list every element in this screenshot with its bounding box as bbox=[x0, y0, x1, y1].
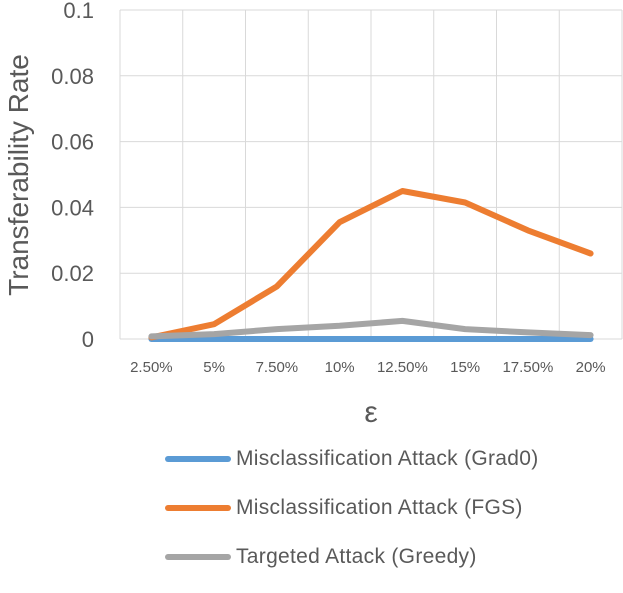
series-line-greedy bbox=[148, 317, 594, 340]
x-tick-labels: 2.50% 5% 7.50% 10% 12.50% 15% 17.50% 20% bbox=[130, 359, 606, 376]
y-tick-label: 0.08 bbox=[51, 64, 94, 89]
x-tick-label: 10% bbox=[325, 359, 355, 376]
x-tick-label: 12.50% bbox=[377, 359, 428, 376]
gridlines bbox=[119, 9, 623, 340]
series-lines bbox=[148, 188, 594, 342]
y-axis-label: Transferability Rate bbox=[3, 54, 34, 296]
legend-swatch-fgs bbox=[165, 505, 231, 511]
y-tick-label: 0.06 bbox=[51, 130, 94, 155]
x-tick-label: 15% bbox=[450, 359, 480, 376]
y-tick-label: 0 bbox=[82, 327, 94, 352]
legend-label-grad0: Misclassification Attack (Grad0) bbox=[236, 447, 539, 470]
x-tick-label: 7.50% bbox=[256, 359, 299, 376]
series-line-fgs bbox=[148, 188, 594, 341]
line-chart-svg: 0 0.02 0.04 0.06 0.08 0.1 2.50% 5% 7.50% 10% 12.5… bbox=[3, 0, 623, 429]
legend-swatch-grad0 bbox=[165, 456, 231, 462]
x-tick-label: 2.50% bbox=[130, 359, 173, 376]
legend-item: Misclassification Attack (Grad0) bbox=[165, 446, 539, 472]
y-tick-label: 0.1 bbox=[63, 0, 94, 23]
chart: 0 0.02 0.04 0.06 0.08 0.1 2.50% 5% 7.50% 10% 12.5… bbox=[3, 0, 623, 568]
y-tick-label: 0.02 bbox=[51, 261, 94, 286]
x-axis-label: ε bbox=[364, 396, 377, 429]
legend-item: Misclassification Attack (FGS) bbox=[165, 495, 539, 521]
legend: Misclassification Attack (Grad0) Misclas… bbox=[165, 446, 539, 593]
legend-item: Targeted Attack (Greedy) bbox=[165, 544, 539, 570]
legend-swatch-greedy bbox=[165, 554, 231, 560]
legend-label-fgs: Misclassification Attack (FGS) bbox=[236, 496, 523, 519]
y-tick-label: 0.04 bbox=[51, 195, 94, 220]
x-tick-label: 20% bbox=[576, 359, 606, 376]
x-tick-label: 5% bbox=[203, 359, 225, 376]
legend-label-greedy: Targeted Attack (Greedy) bbox=[236, 545, 477, 568]
x-tick-label: 17.50% bbox=[502, 359, 553, 376]
y-tick-labels: 0 0.02 0.04 0.06 0.08 0.1 bbox=[51, 0, 94, 352]
